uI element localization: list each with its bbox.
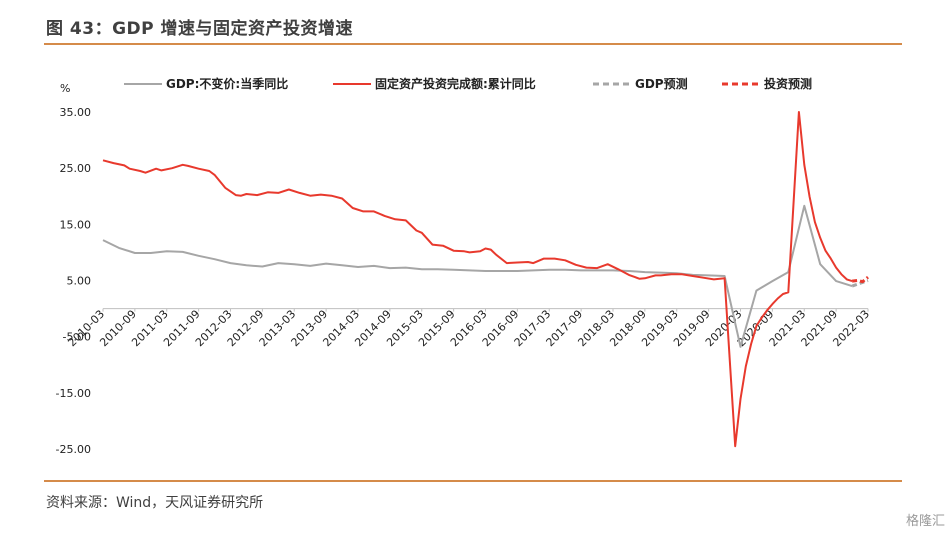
legend-label: 投资预测 <box>764 76 812 91</box>
line-chart: GDP:不变价:当季同比 固定资产投资完成额:累计同比 GDP预测 投资预测 % 35… <box>56 76 873 456</box>
series-layer <box>102 111 869 448</box>
series-line-2 <box>102 111 853 448</box>
watermark-logo: 格隆汇 <box>905 514 945 529</box>
y-tick-label: 35.00 <box>60 106 92 119</box>
series-line-3 <box>851 279 869 288</box>
y-tick-label: 5.00 <box>67 275 92 288</box>
y-tick-label: 15.00 <box>60 218 92 231</box>
series-line-1 <box>102 204 853 348</box>
y-axis-unit-label: % <box>60 82 70 95</box>
y-tick-label: -5.00 <box>63 331 91 344</box>
y-axis: 35.00 25.00 15.00 5.00 -5.00 -15.00 -25.00 <box>56 106 91 456</box>
legend-label: GDP:不变价:当季同比 <box>166 76 288 91</box>
y-tick-label: -25.00 <box>56 443 91 456</box>
title-divider <box>44 43 902 45</box>
legend-label: 固定资产投资完成额:累计同比 <box>375 76 536 91</box>
source-note: 资料来源：Wind，天风证券研究所 <box>46 495 264 511</box>
legend-label: GDP预测 <box>635 76 688 91</box>
series-line-4 <box>851 275 869 284</box>
y-tick-label: 25.00 <box>60 162 92 175</box>
chart-legend: GDP:不变价:当季同比 固定资产投资完成额:累计同比 GDP预测 投资预测 <box>124 76 812 91</box>
y-tick-label: -15.00 <box>56 387 91 400</box>
footer-divider <box>44 480 902 482</box>
page-title: 图 43：GDP 增速与固定资产投资增速 <box>46 19 354 39</box>
